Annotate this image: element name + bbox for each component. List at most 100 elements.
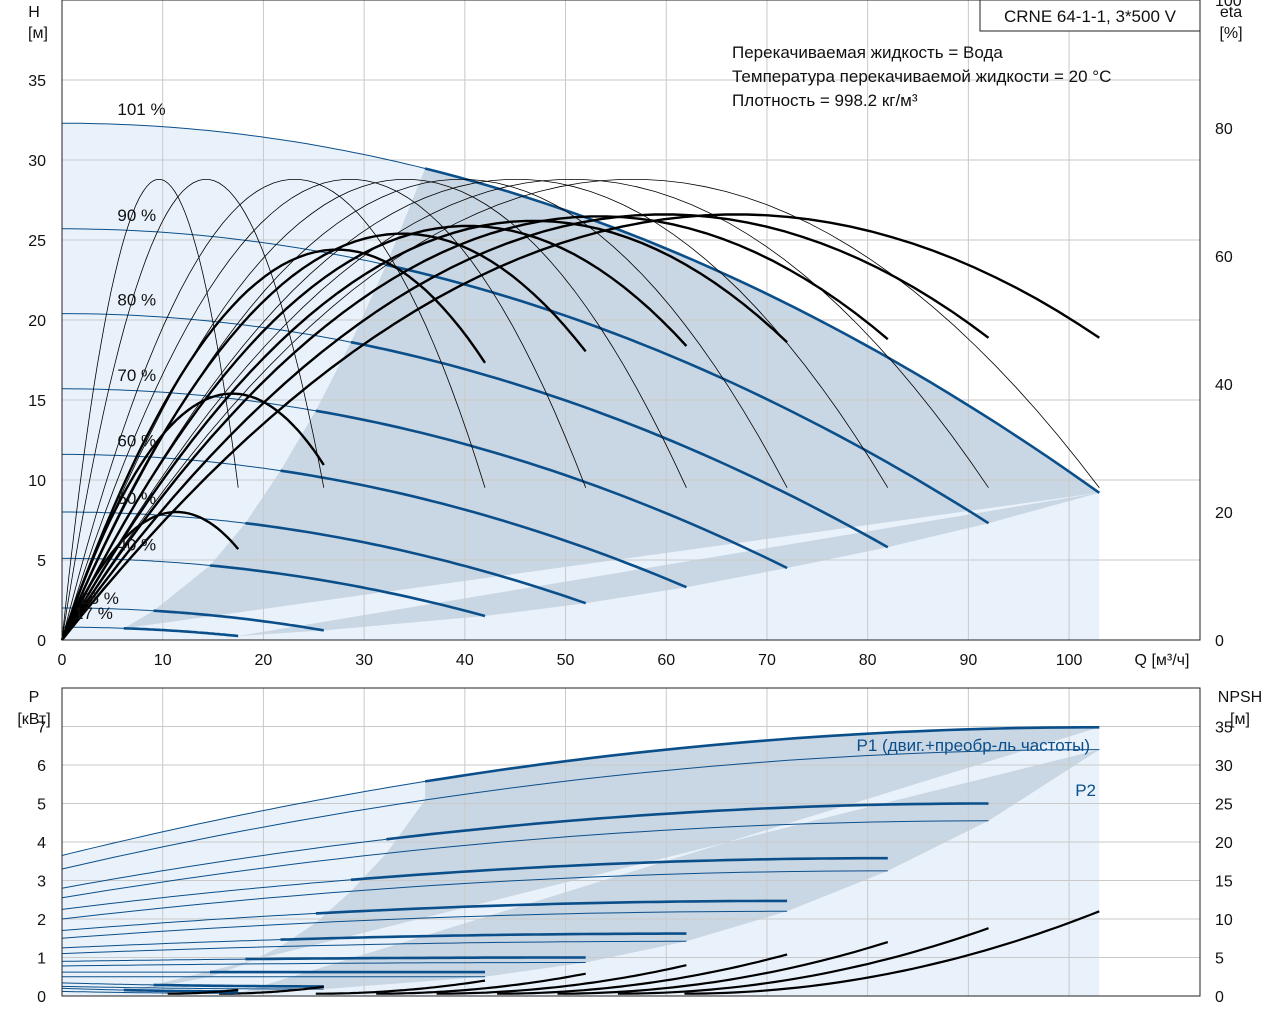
efficiency-reference-curve (61, 178, 239, 641)
p1-curve-extended (61, 987, 124, 991)
top-x-tick-label: 90 (959, 652, 977, 669)
top-curves: 101 % 90 % 80 % 70 % 60 % 50 % 40 % 25 %17 % (60, 100, 1101, 641)
bottom-y2-tick-label: 15 (1215, 874, 1233, 891)
bottom-y-tick-label: 2 (37, 912, 46, 929)
info-line-fluid: Перекачиваемая жидкость = Вода (732, 43, 1003, 62)
info-line-temperature: Температура перекачиваемой жидкости = 20… (732, 67, 1111, 86)
bottom-y-left-unit: [кВт] (17, 711, 50, 728)
top-x-tick-label: 20 (255, 652, 273, 669)
bottom-y-tick-label: 0 (37, 989, 46, 1006)
npsh-curve (557, 941, 889, 995)
npsh-curve (497, 953, 788, 995)
efficiency-reference-curve (61, 178, 486, 641)
speed-label: 17 % (74, 604, 113, 623)
top-y2-tick-label: 80 (1215, 121, 1233, 138)
head-curve (209, 564, 486, 618)
top-y2-tick-label: 20 (1215, 505, 1233, 522)
top-x-tick-label: 30 (355, 652, 373, 669)
head-curve (153, 609, 325, 632)
p1-label: P1 (двиг.+преобр-ль частоты) (857, 736, 1090, 755)
p1-curve (315, 899, 788, 915)
head-curve (424, 167, 1101, 494)
top-x-tick-label: 60 (657, 652, 675, 669)
top-y2-tick-label: 0 (1215, 633, 1224, 650)
speed-label: 90 % (117, 206, 156, 225)
speed-label: 101 % (117, 100, 165, 119)
bottom-plot-frame (61, 687, 1201, 997)
efficiency-reference-curve (61, 178, 587, 641)
model-box-label: CRNE 64-1-1, 3*500 V (1004, 7, 1177, 26)
npsh-curve (617, 927, 989, 995)
bottom-y2-tick-label: 5 (1215, 951, 1224, 968)
head-curve (315, 409, 788, 570)
top-operating-region (62, 123, 1100, 640)
speed-label: 25 % (80, 589, 119, 608)
p2-curve (61, 940, 687, 955)
top-y-right-title: eta (1220, 4, 1242, 21)
top-y-tick-label: 15 (28, 393, 46, 410)
head-curve (123, 627, 239, 638)
p1-curve-extended (61, 939, 281, 949)
bottom-y-tick-label: 3 (37, 874, 46, 891)
efficiency-curve (60, 215, 889, 641)
efficiency-reference-curve (61, 178, 788, 641)
bottom-y-tick-label: 1 (37, 951, 46, 968)
info-line-density: Плотность = 998.2 кг/м³ (732, 91, 918, 110)
efficiency-curve (60, 219, 788, 641)
top-plot-frame (61, 0, 1201, 641)
bottom-y-tick-label: 5 (37, 797, 46, 814)
top-x-tick-label: 100 (1056, 652, 1083, 669)
top-y-tick-label: 35 (28, 73, 46, 90)
npsh-curve (167, 988, 239, 995)
bottom-operating-region (62, 727, 1100, 996)
top-y-tick-label: 5 (37, 553, 46, 570)
npsh-curve (376, 972, 586, 995)
bottom-y-right-unit: [м] (1230, 711, 1250, 728)
bottom-y2-tick-label: 35 (1215, 720, 1233, 737)
p1-curve (350, 856, 888, 882)
p2-curve (61, 749, 1100, 870)
bottom-y2-tick-label: 20 (1215, 835, 1233, 852)
bottom-y2-tick-label: 0 (1215, 989, 1224, 1006)
top-y-right-unit: [%] (1219, 25, 1242, 42)
bottom-gridlines (61, 688, 1200, 997)
p2-curve (61, 870, 888, 920)
head-curve (280, 469, 687, 589)
speed-label: 60 % (117, 431, 156, 450)
head-curve-extended (62, 453, 281, 472)
top-y-tick-label: 0 (37, 633, 46, 650)
bottom-y-tick-label: 4 (37, 835, 46, 852)
efficiency-curve (61, 213, 990, 641)
head-curve-extended (62, 122, 426, 169)
speed-label: 40 % (117, 535, 156, 554)
top-y-tick-label: 25 (28, 233, 46, 250)
speed-label: 50 % (117, 489, 156, 508)
efficiency-reference-curve (61, 178, 687, 641)
p1-curve-extended (61, 780, 426, 856)
npsh-curve (684, 910, 1100, 995)
bottom-y-tick-label: 7 (37, 720, 46, 737)
head-curve-extended (62, 557, 211, 566)
p1-curve (424, 725, 1100, 783)
p1-curve (386, 802, 989, 841)
top-x-tick-label: 10 (154, 652, 172, 669)
p2-curve (61, 820, 989, 899)
efficiency-reference-curve (61, 178, 989, 641)
head-curve-extended (62, 228, 387, 266)
npsh-curve (436, 964, 687, 995)
top-x-tick-label: 0 (58, 652, 67, 669)
bottom-y-tick-label: 6 (37, 758, 46, 775)
efficiency-curve (61, 213, 1100, 641)
head-curve (386, 263, 990, 525)
top-y-tick-label: 20 (28, 313, 46, 330)
efficiency-curve (60, 248, 486, 641)
efficiency-reference-curve (61, 178, 325, 641)
p1-curve-extended (61, 958, 246, 962)
p1-curve (280, 932, 687, 941)
top-operating-region-fill (123, 168, 1100, 636)
top-x-tick-label: 50 (557, 652, 575, 669)
bottom-y2-tick-label: 30 (1215, 758, 1233, 775)
p2-label: P2 (1075, 781, 1096, 800)
